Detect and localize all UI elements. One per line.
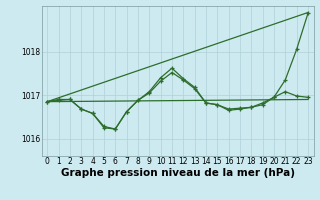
X-axis label: Graphe pression niveau de la mer (hPa): Graphe pression niveau de la mer (hPa): [60, 168, 295, 178]
